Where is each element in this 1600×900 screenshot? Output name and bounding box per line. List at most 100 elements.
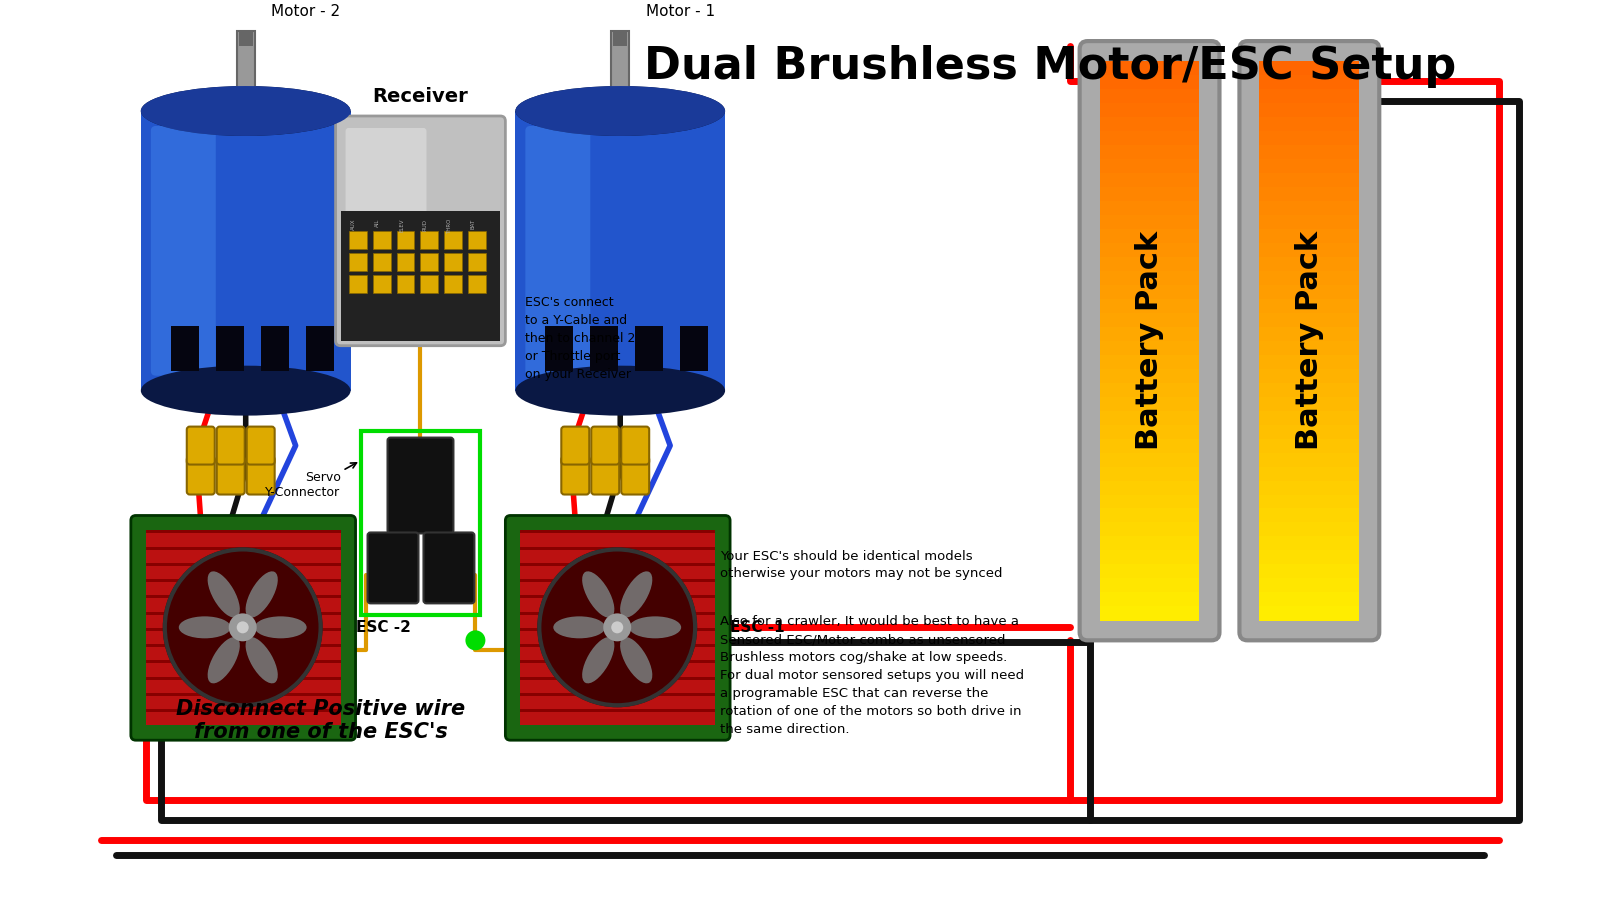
Bar xyxy=(1099,312,1200,328)
Bar xyxy=(349,230,366,248)
Bar xyxy=(1099,271,1200,286)
Bar xyxy=(1259,131,1360,146)
Bar xyxy=(1259,481,1360,496)
Text: AUX: AUX xyxy=(350,219,357,230)
Bar xyxy=(1099,145,1200,160)
Bar xyxy=(349,253,366,271)
Bar xyxy=(349,274,366,292)
FancyBboxPatch shape xyxy=(246,456,275,494)
Bar xyxy=(1259,117,1360,132)
Bar xyxy=(1099,592,1200,608)
Bar xyxy=(1259,579,1360,593)
Bar xyxy=(1259,494,1360,509)
Bar xyxy=(520,612,715,615)
Ellipse shape xyxy=(141,86,350,136)
Bar xyxy=(261,326,288,371)
Bar xyxy=(373,253,390,271)
Bar xyxy=(1099,229,1200,244)
Bar xyxy=(1259,103,1360,118)
Text: Motor - 1: Motor - 1 xyxy=(645,4,715,19)
Bar xyxy=(1099,187,1200,202)
Bar xyxy=(1259,299,1360,314)
FancyBboxPatch shape xyxy=(525,126,590,375)
Bar xyxy=(1259,453,1360,467)
Text: ESC's connect
to a Y-Cable and
then to channel 2
or Throttle port
on your Receiv: ESC's connect to a Y-Cable and then to c… xyxy=(525,296,635,381)
Bar xyxy=(146,612,341,615)
Bar xyxy=(1099,61,1200,76)
Ellipse shape xyxy=(554,616,605,638)
FancyBboxPatch shape xyxy=(562,427,589,464)
FancyBboxPatch shape xyxy=(336,116,506,346)
Circle shape xyxy=(466,630,485,651)
Bar xyxy=(1099,117,1200,132)
Bar xyxy=(1099,131,1200,146)
Bar xyxy=(216,326,243,371)
Bar xyxy=(1259,341,1360,356)
Bar xyxy=(469,230,486,248)
Text: ESC -2: ESC -2 xyxy=(355,620,411,634)
Bar xyxy=(1259,229,1360,244)
Text: Receiver: Receiver xyxy=(373,87,469,106)
Bar xyxy=(520,530,715,725)
Bar xyxy=(1099,159,1200,174)
Bar xyxy=(520,693,715,696)
Text: AIL: AIL xyxy=(374,219,381,227)
Bar xyxy=(421,253,438,271)
Text: Disconnect Positive wire
from one of the ESC's: Disconnect Positive wire from one of the… xyxy=(176,698,466,742)
Bar xyxy=(520,709,715,712)
FancyBboxPatch shape xyxy=(424,533,475,603)
FancyBboxPatch shape xyxy=(346,128,427,334)
Bar xyxy=(373,274,390,292)
Bar xyxy=(146,530,341,534)
Bar xyxy=(1259,382,1360,398)
FancyBboxPatch shape xyxy=(216,456,245,494)
Bar xyxy=(1099,453,1200,467)
Circle shape xyxy=(163,547,323,707)
Bar xyxy=(421,230,438,248)
Bar xyxy=(1099,173,1200,188)
Circle shape xyxy=(237,621,248,634)
Bar xyxy=(171,326,198,371)
Bar xyxy=(146,677,341,680)
Bar xyxy=(1099,341,1200,356)
Bar xyxy=(613,32,627,46)
Bar xyxy=(445,274,462,292)
Circle shape xyxy=(611,621,624,634)
Bar xyxy=(1259,536,1360,552)
Bar xyxy=(1099,425,1200,439)
Bar xyxy=(520,562,715,566)
Ellipse shape xyxy=(254,616,307,638)
Bar xyxy=(1099,369,1200,383)
Text: Battery Pack: Battery Pack xyxy=(1294,231,1323,450)
Text: Dual Brushless Motor/ESC Setup: Dual Brushless Motor/ESC Setup xyxy=(643,45,1456,87)
Bar xyxy=(1099,551,1200,565)
Bar xyxy=(1099,327,1200,342)
Bar xyxy=(1259,215,1360,230)
Bar xyxy=(515,111,725,391)
Ellipse shape xyxy=(621,637,653,683)
Ellipse shape xyxy=(515,86,725,136)
Bar xyxy=(1259,410,1360,426)
FancyBboxPatch shape xyxy=(131,516,355,740)
Text: ESC -1: ESC -1 xyxy=(730,620,784,634)
Text: Battery Pack: Battery Pack xyxy=(1134,231,1165,450)
Bar xyxy=(306,326,333,371)
Bar xyxy=(1259,369,1360,383)
Bar xyxy=(237,32,254,111)
Text: THRO: THRO xyxy=(446,219,451,234)
Bar xyxy=(1099,103,1200,118)
Ellipse shape xyxy=(515,365,725,416)
Bar xyxy=(146,546,341,550)
Bar xyxy=(1099,494,1200,509)
Bar xyxy=(146,628,341,631)
Bar xyxy=(1259,523,1360,537)
Bar xyxy=(1099,579,1200,593)
Bar xyxy=(1259,243,1360,257)
Bar xyxy=(1099,284,1200,300)
Bar xyxy=(1099,75,1200,90)
Bar xyxy=(1259,355,1360,370)
Text: Your ESC's should be identical models
otherwise your motors may not be synced: Your ESC's should be identical models ot… xyxy=(720,551,1003,580)
Bar xyxy=(520,628,715,631)
Ellipse shape xyxy=(582,572,614,617)
Bar xyxy=(1259,256,1360,272)
